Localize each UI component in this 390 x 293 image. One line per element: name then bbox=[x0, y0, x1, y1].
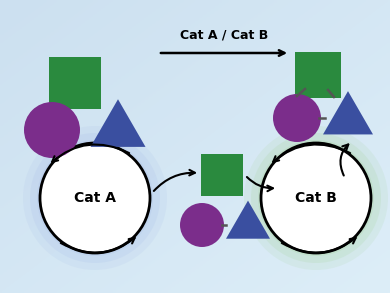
Circle shape bbox=[23, 126, 167, 270]
Circle shape bbox=[273, 94, 321, 142]
Circle shape bbox=[251, 133, 381, 263]
Bar bbox=[295, 52, 341, 98]
Circle shape bbox=[30, 133, 160, 263]
Circle shape bbox=[261, 143, 371, 253]
Polygon shape bbox=[226, 201, 270, 239]
Text: Cat A: Cat A bbox=[74, 191, 116, 205]
Polygon shape bbox=[323, 91, 373, 134]
Circle shape bbox=[180, 203, 224, 247]
Text: Cat B: Cat B bbox=[295, 191, 337, 205]
Circle shape bbox=[40, 143, 150, 253]
Polygon shape bbox=[90, 99, 145, 147]
Text: Cat A / Cat B: Cat A / Cat B bbox=[180, 28, 268, 41]
Circle shape bbox=[37, 140, 153, 256]
Bar bbox=[49, 57, 101, 109]
Bar bbox=[201, 154, 243, 196]
Circle shape bbox=[258, 140, 374, 256]
Circle shape bbox=[244, 126, 388, 270]
Circle shape bbox=[24, 102, 80, 158]
